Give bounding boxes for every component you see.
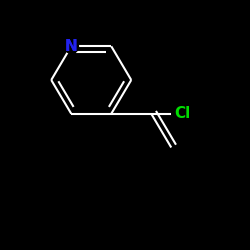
- Text: N: N: [65, 39, 78, 54]
- Text: N: N: [65, 39, 78, 54]
- Text: Cl: Cl: [174, 106, 191, 121]
